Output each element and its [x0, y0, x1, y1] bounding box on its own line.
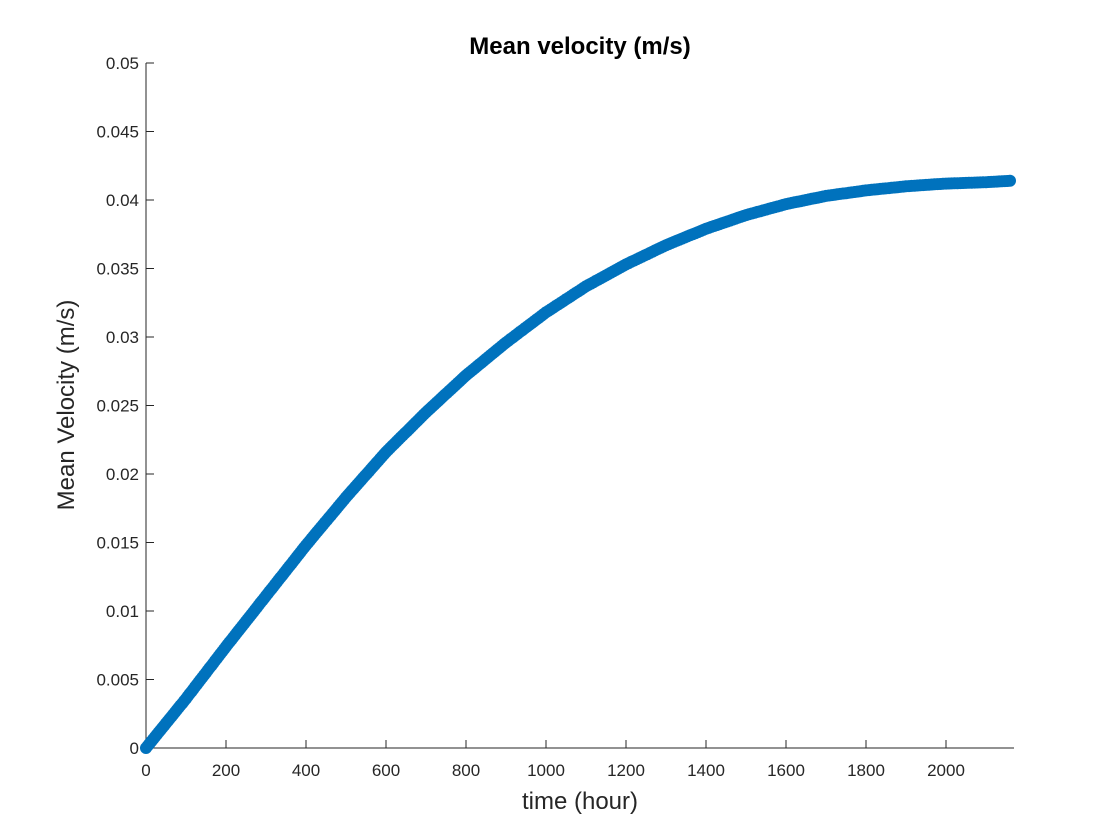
x-tick-label: 0 — [141, 761, 150, 780]
x-tick-label: 1200 — [607, 761, 645, 780]
y-tick-label: 0.005 — [96, 671, 139, 690]
y-tick-label: 0.01 — [106, 602, 139, 621]
y-tick-label: 0.035 — [96, 260, 139, 279]
x-tick-label: 800 — [452, 761, 480, 780]
x-tick-label: 600 — [372, 761, 400, 780]
data-points — [140, 174, 1016, 754]
x-tick-label: 400 — [292, 761, 320, 780]
x-axis-label: time (hour) — [522, 788, 638, 815]
y-tick-label: 0.025 — [96, 397, 139, 416]
y-tick-label: 0.03 — [106, 328, 139, 347]
y-tick-label: 0 — [130, 739, 139, 758]
y-tick-label: 0.045 — [96, 123, 139, 142]
chart-title: Mean velocity (m/s) — [469, 33, 690, 60]
x-tick-label: 1400 — [687, 761, 725, 780]
y-tick-label: 0.015 — [96, 534, 139, 553]
x-tick-label: 1800 — [847, 761, 885, 780]
y-tick-label: 0.04 — [106, 191, 139, 210]
x-tick-label: 2000 — [927, 761, 965, 780]
x-tick-label: 1600 — [767, 761, 805, 780]
x-tick-label: 1000 — [527, 761, 565, 780]
y-tick-label: 0.02 — [106, 465, 139, 484]
plot-axes: 0 200 400 600 800 1000 1200 1400 1600 1800 2000 0 0.… — [96, 54, 1014, 780]
y-tick-label: 0.05 — [106, 54, 139, 73]
data-point — [1004, 174, 1016, 187]
x-tick-label: 200 — [212, 761, 240, 780]
y-axis-label: Mean Velocity (m/s) — [53, 300, 80, 511]
